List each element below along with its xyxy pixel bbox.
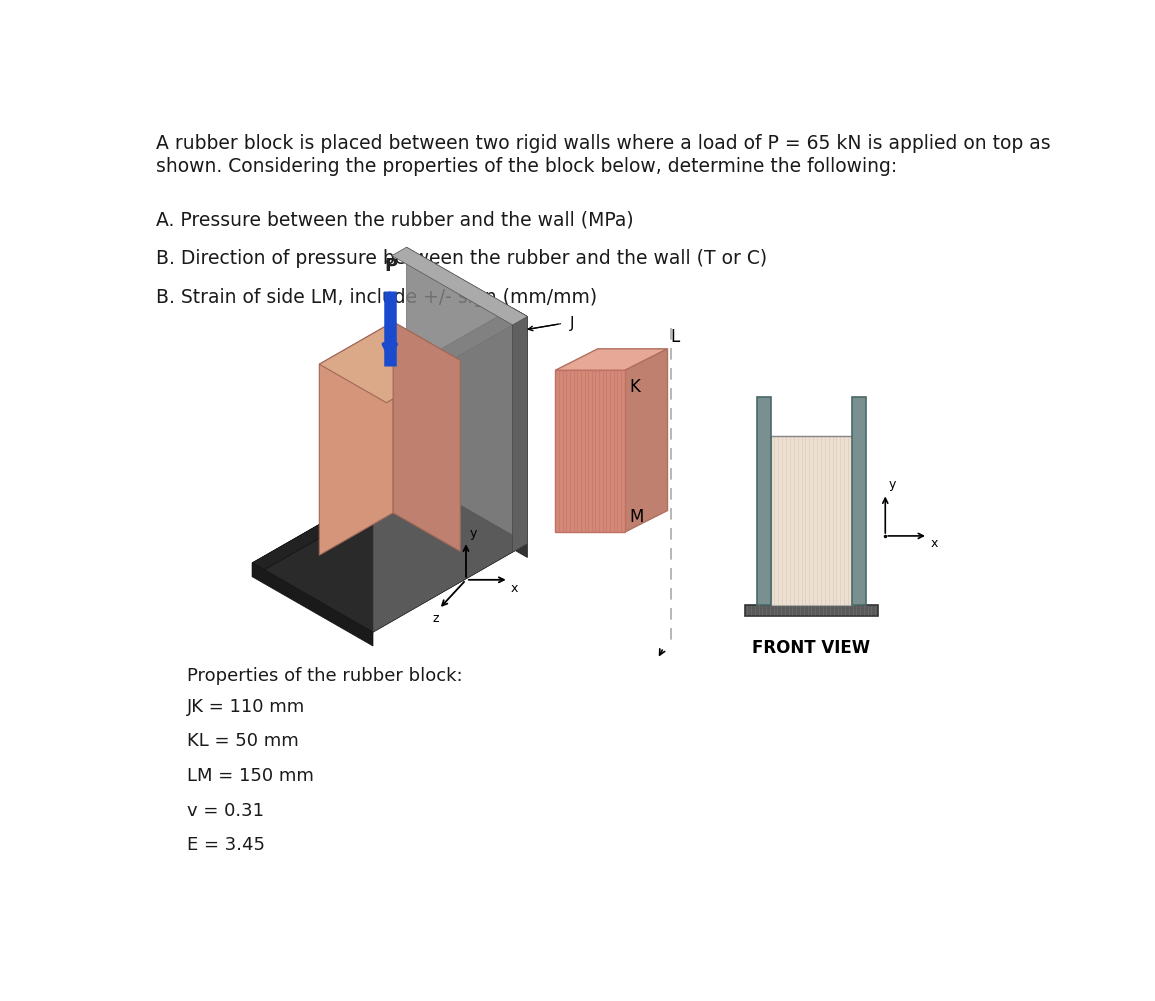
Text: B. Strain of side LM, include +/- sign (mm/mm): B. Strain of side LM, include +/- sign (…	[156, 288, 597, 307]
Text: LM = 150 mm: LM = 150 mm	[187, 767, 314, 785]
Text: x: x	[511, 583, 517, 596]
Polygon shape	[513, 316, 528, 553]
Text: x: x	[930, 538, 938, 551]
Polygon shape	[319, 322, 460, 402]
Text: KL = 50 mm: KL = 50 mm	[187, 733, 299, 751]
Polygon shape	[252, 563, 373, 646]
Bar	[770, 435, 852, 606]
Polygon shape	[625, 348, 668, 533]
Text: y: y	[470, 527, 477, 540]
Text: y: y	[888, 478, 896, 491]
Text: M: M	[629, 508, 643, 526]
Polygon shape	[513, 308, 528, 544]
Text: K: K	[629, 378, 640, 396]
Text: Properties of the rubber block:: Properties of the rubber block:	[187, 667, 463, 685]
Text: L: L	[671, 327, 680, 345]
Polygon shape	[392, 247, 528, 325]
Polygon shape	[252, 474, 407, 577]
Text: P: P	[385, 257, 397, 275]
Polygon shape	[319, 322, 393, 556]
Polygon shape	[556, 348, 668, 370]
Text: JK = 110 mm: JK = 110 mm	[187, 698, 305, 716]
Text: z: z	[432, 613, 439, 626]
Text: B. Direction of pressure between the rubber and the wall (T or C): B. Direction of pressure between the rub…	[156, 249, 767, 268]
Polygon shape	[556, 370, 625, 533]
Bar	[757, 397, 770, 606]
Text: E = 3.45: E = 3.45	[187, 836, 264, 854]
Text: J: J	[569, 316, 574, 331]
Polygon shape	[358, 308, 528, 405]
Text: A. Pressure between the rubber and the wall (MPa): A. Pressure between the rubber and the w…	[156, 211, 634, 230]
Text: v = 0.31: v = 0.31	[187, 802, 264, 820]
Polygon shape	[407, 474, 528, 558]
Polygon shape	[373, 316, 528, 633]
Bar	[852, 397, 866, 606]
Text: shown. Considering the properties of the block below, determine the following:: shown. Considering the properties of the…	[156, 157, 897, 176]
Bar	[745, 606, 878, 616]
Text: FRONT VIEW: FRONT VIEW	[752, 639, 871, 657]
Polygon shape	[393, 322, 460, 552]
Text: A rubber block is placed between two rigid walls where a load of P = 65 kN is ap: A rubber block is placed between two rig…	[156, 134, 1051, 153]
Polygon shape	[407, 247, 528, 544]
Polygon shape	[252, 474, 528, 633]
